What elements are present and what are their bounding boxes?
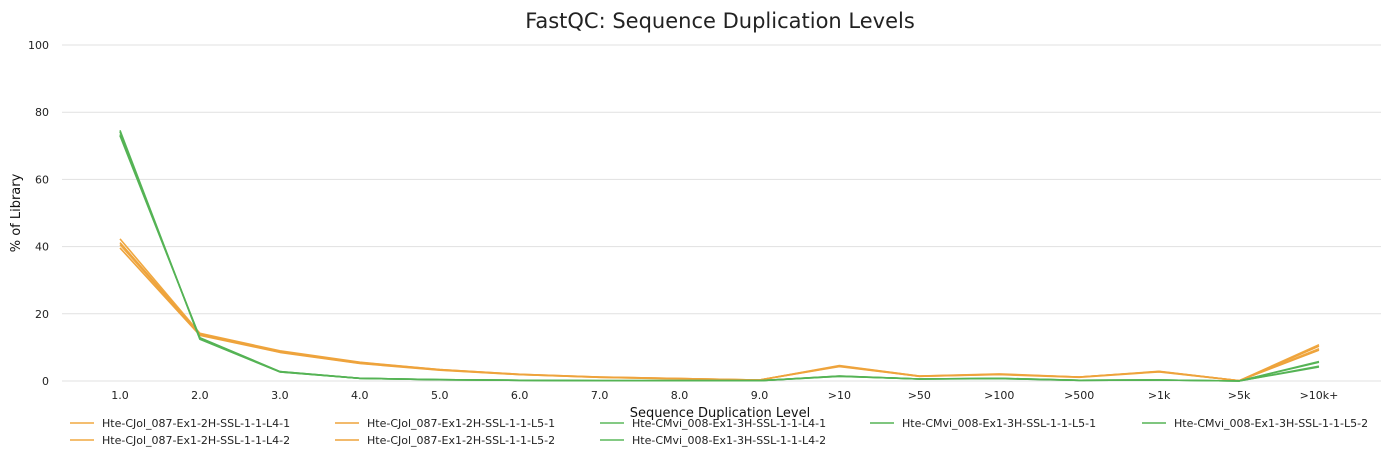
legend-item[interactable]: Hte-CJol_087-Ex1-2H-SSL-1-1-L4-1: [70, 417, 290, 430]
x-tick-label: >1k: [1148, 389, 1171, 402]
x-tick-label: >50: [908, 389, 931, 402]
legend-item[interactable]: Hte-CMvi_008-Ex1-3H-SSL-1-1-L4-2: [600, 434, 826, 447]
x-tick-label: 9.0: [751, 389, 769, 402]
legend-label: Hte-CMvi_008-Ex1-3H-SSL-1-1-L5-2: [1174, 417, 1368, 430]
y-tick-label: 40: [35, 241, 49, 254]
y-tick-label: 100: [28, 39, 49, 52]
y-tick-label: 80: [35, 106, 49, 119]
x-tick-label: >100: [984, 389, 1014, 402]
x-tick-labels: 1.0 2.0 3.0 4.0 5.0 6.0 7.0 8.0 9.0 >10 >50 >100 >50…: [111, 389, 1338, 402]
legend-label: Hte-CMvi_008-Ex1-3H-SSL-1-1-L4-1: [632, 417, 826, 430]
legend-label: Hte-CJol_087-Ex1-2H-SSL-1-1-L5-1: [367, 417, 555, 430]
x-tick-label: 5.0: [431, 389, 449, 402]
legend-label: Hte-CJol_087-Ex1-2H-SSL-1-1-L4-1: [102, 417, 290, 430]
x-tick-label: >10k+: [1300, 389, 1339, 402]
series-line-5: [119, 130, 1320, 382]
legend-item[interactable]: Hte-CJol_087-Ex1-2H-SSL-1-1-L4-2: [70, 434, 290, 447]
legend-label: Hte-CJol_087-Ex1-2H-SSL-1-1-L4-2: [102, 434, 290, 447]
y-tick-labels: 0 20 40 60 80 100: [28, 39, 49, 388]
series-line-1: [119, 238, 1320, 382]
x-tick-label: 2.0: [191, 389, 209, 402]
series-line-2: [119, 244, 1320, 382]
legend-item[interactable]: Hte-CMvi_008-Ex1-3H-SSL-1-1-L5-1: [870, 417, 1096, 430]
x-tick-label: >10: [828, 389, 851, 402]
series-line-7: [119, 131, 1320, 382]
x-tick-label: >500: [1064, 389, 1094, 402]
legend-item[interactable]: Hte-CJol_087-Ex1-2H-SSL-1-1-L5-2: [335, 434, 555, 447]
y-tick-label: 60: [35, 173, 49, 186]
grid-lines: [62, 44, 1381, 382]
legend-item[interactable]: Hte-CMvi_008-Ex1-3H-SSL-1-1-L5-2: [1142, 417, 1368, 430]
x-tick-label: 8.0: [671, 389, 689, 402]
series-line-6: [119, 134, 1320, 382]
series-lines: [119, 130, 1320, 382]
series-line-4: [119, 247, 1320, 382]
x-axis-label: Sequence Duplication Level: [630, 406, 810, 421]
x-tick-label: >5k: [1228, 389, 1251, 402]
x-tick-label: 1.0: [111, 389, 129, 402]
y-axis-label: % of Library: [9, 173, 24, 252]
legend-label: Hte-CJol_087-Ex1-2H-SSL-1-1-L5-2: [367, 434, 555, 447]
x-tick-label: 4.0: [351, 389, 369, 402]
series-line-8: [119, 135, 1320, 382]
x-tick-label: 3.0: [271, 389, 289, 402]
legend-label: Hte-CMvi_008-Ex1-3H-SSL-1-1-L4-2: [632, 434, 826, 447]
legend-label: Hte-CMvi_008-Ex1-3H-SSL-1-1-L5-1: [902, 417, 1096, 430]
legend-item[interactable]: Hte-CJol_087-Ex1-2H-SSL-1-1-L5-1: [335, 417, 555, 430]
legend-item[interactable]: Hte-CMvi_008-Ex1-3H-SSL-1-1-L4-1: [600, 417, 826, 430]
x-tick-label: 7.0: [591, 389, 609, 402]
legend: Hte-CJol_087-Ex1-2H-SSL-1-1-L4-1 Hte-CJol…: [70, 417, 1368, 447]
y-tick-label: 20: [35, 308, 49, 321]
y-tick-label: 0: [42, 375, 49, 388]
x-tick-label: 6.0: [511, 389, 529, 402]
chart-title: FastQC: Sequence Duplication Levels: [525, 9, 915, 33]
series-line-3: [119, 242, 1320, 382]
